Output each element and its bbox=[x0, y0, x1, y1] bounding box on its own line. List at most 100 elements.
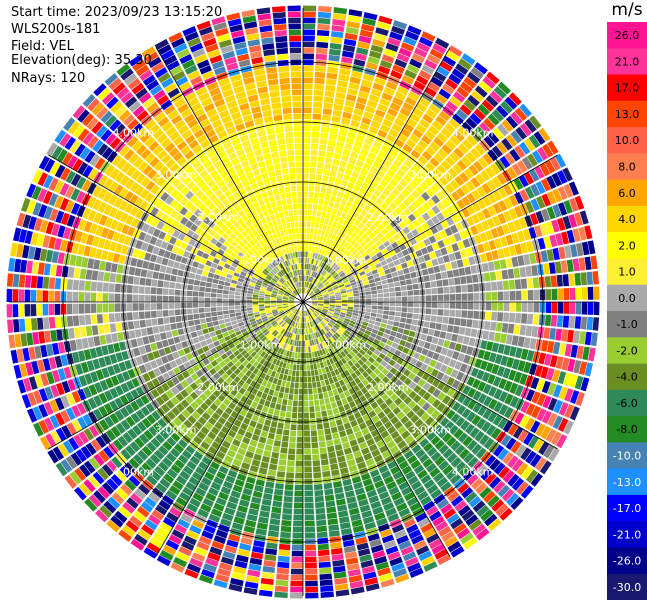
velocity-gate bbox=[400, 545, 414, 556]
velocity-gate bbox=[207, 431, 217, 440]
velocity-gate bbox=[108, 283, 115, 293]
velocity-gate bbox=[78, 375, 88, 387]
velocity-gate bbox=[465, 117, 478, 129]
velocity-gate bbox=[281, 514, 292, 521]
velocity-gate bbox=[325, 273, 330, 279]
velocity-gate bbox=[364, 391, 372, 400]
velocity-gate bbox=[365, 405, 373, 413]
velocity-gate bbox=[113, 342, 121, 353]
velocity-gate bbox=[326, 151, 334, 158]
velocity-gate bbox=[388, 315, 395, 321]
velocity-gate bbox=[443, 309, 450, 317]
velocity-gate bbox=[315, 289, 321, 294]
velocity-gate bbox=[273, 313, 279, 317]
velocity-gate bbox=[545, 428, 557, 443]
velocity-gate bbox=[285, 411, 292, 418]
velocity-gate bbox=[345, 428, 354, 436]
velocity-gate bbox=[228, 306, 235, 310]
velocity-gate bbox=[281, 520, 292, 527]
velocity-gate bbox=[362, 264, 370, 271]
velocity-gate bbox=[95, 248, 103, 259]
velocity-gate bbox=[557, 371, 567, 385]
velocity-gate bbox=[572, 258, 580, 272]
velocity-gate bbox=[487, 518, 502, 531]
velocity-gate bbox=[507, 323, 515, 334]
velocity-gate bbox=[323, 293, 329, 297]
velocity-gate bbox=[344, 355, 350, 362]
velocity-gate bbox=[208, 487, 219, 497]
velocity-gate bbox=[106, 519, 120, 533]
velocity-gate bbox=[178, 263, 186, 271]
velocity-gate bbox=[162, 456, 173, 468]
velocity-gate bbox=[291, 292, 297, 297]
velocity-gate bbox=[303, 245, 306, 252]
velocity-gate bbox=[280, 525, 292, 533]
velocity-gate bbox=[267, 469, 277, 477]
velocity-gate bbox=[380, 337, 388, 344]
velocity-gate bbox=[310, 149, 318, 156]
velocity-gate bbox=[340, 436, 349, 444]
velocity-gate bbox=[360, 261, 368, 267]
velocity-gate bbox=[137, 466, 149, 478]
velocity-gate bbox=[71, 390, 81, 404]
velocity-gate bbox=[214, 436, 224, 445]
velocity-gate bbox=[487, 192, 497, 204]
velocity-gate bbox=[417, 139, 428, 150]
velocity-gate bbox=[374, 512, 386, 521]
velocity-gate bbox=[339, 224, 346, 232]
velocity-gate bbox=[155, 396, 165, 406]
velocity-gate bbox=[270, 303, 277, 306]
velocity-gate bbox=[448, 359, 457, 368]
velocity-gate bbox=[130, 538, 145, 551]
velocity-gate bbox=[377, 150, 388, 159]
velocity-gate bbox=[356, 493, 367, 502]
velocity-gate bbox=[524, 186, 535, 199]
velocity-gate bbox=[296, 316, 300, 322]
velocity-gate bbox=[415, 346, 423, 354]
velocity-gate bbox=[147, 169, 158, 180]
velocity-gate bbox=[290, 568, 303, 575]
velocity-gate bbox=[551, 172, 562, 187]
velocity-gate bbox=[255, 269, 262, 275]
velocity-gate bbox=[377, 567, 391, 577]
velocity-gate bbox=[249, 502, 260, 510]
velocity-gate bbox=[267, 341, 273, 348]
velocity-gate bbox=[339, 286, 346, 290]
velocity-gate bbox=[457, 393, 467, 404]
velocity-gate bbox=[318, 330, 323, 337]
velocity-gate bbox=[370, 146, 380, 155]
velocity-gate bbox=[283, 423, 291, 430]
velocity-gate bbox=[294, 490, 303, 497]
velocity-gate bbox=[357, 382, 365, 390]
velocity-gate bbox=[320, 313, 326, 318]
velocity-gate bbox=[338, 74, 350, 82]
velocity-gate bbox=[340, 212, 347, 219]
velocity-gate bbox=[423, 561, 438, 572]
velocity-gate bbox=[282, 435, 289, 442]
velocity-gate bbox=[150, 388, 160, 399]
velocity-gate bbox=[186, 503, 199, 513]
velocity-gate bbox=[273, 390, 279, 398]
velocity-gate bbox=[322, 334, 328, 341]
velocity-gate bbox=[165, 489, 178, 501]
velocity-gate bbox=[364, 577, 379, 586]
velocity-gate bbox=[307, 340, 310, 347]
velocity-gate bbox=[347, 131, 357, 139]
velocity-gate bbox=[483, 490, 496, 504]
velocity-gate bbox=[541, 340, 549, 352]
velocity-gate bbox=[569, 390, 580, 404]
velocity-gate bbox=[394, 91, 406, 101]
velocity-gate bbox=[313, 89, 324, 96]
velocity-gate bbox=[165, 184, 175, 195]
velocity-gate bbox=[526, 350, 535, 362]
velocity-gate bbox=[415, 102, 427, 113]
velocity-gate bbox=[297, 310, 301, 316]
velocity-gate bbox=[354, 362, 361, 369]
velocity-gate bbox=[321, 328, 326, 335]
velocity-gate bbox=[361, 565, 376, 574]
velocity-gate bbox=[278, 279, 284, 284]
velocity-gate bbox=[303, 352, 306, 359]
velocity-gate bbox=[335, 419, 343, 426]
velocity-gate bbox=[369, 380, 377, 388]
velocity-gate bbox=[120, 245, 129, 255]
